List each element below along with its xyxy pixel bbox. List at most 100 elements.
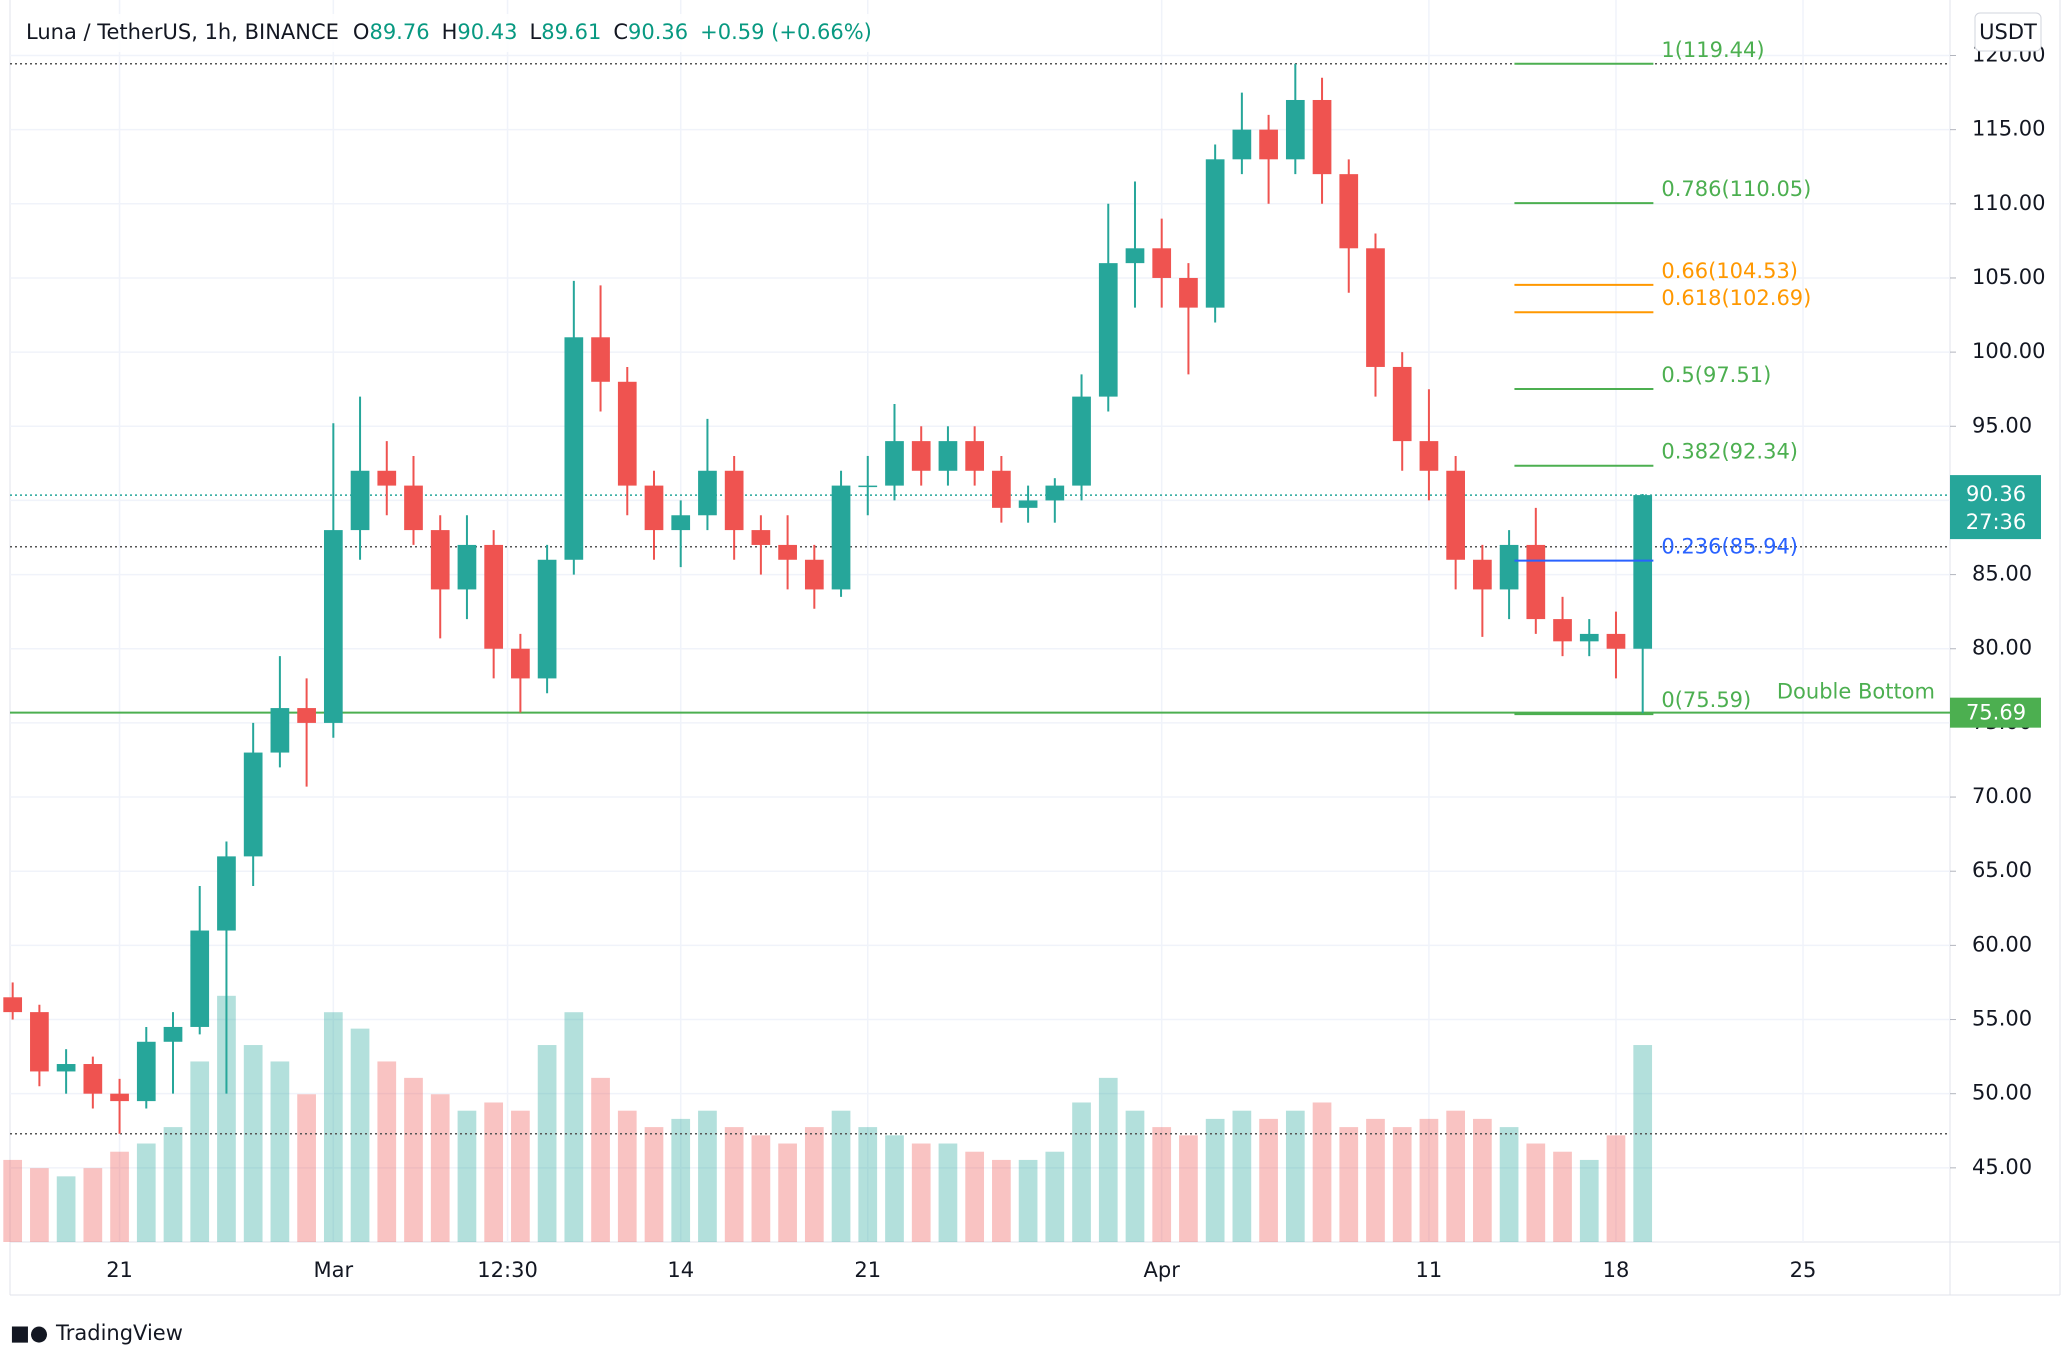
y-tick-label: 45.00 — [1972, 1155, 2032, 1179]
volume-bar — [1339, 1127, 1359, 1242]
volume-bar — [1232, 1110, 1252, 1242]
candle-body — [724, 470, 744, 531]
volume-bar — [1526, 1143, 1546, 1242]
candle-body — [1499, 544, 1519, 590]
candle-body — [1045, 485, 1065, 501]
candle-body — [644, 485, 664, 531]
candle-body — [323, 530, 343, 723]
candle-body — [1446, 470, 1465, 560]
candle-body — [1259, 129, 1278, 160]
volume-bar — [511, 1110, 530, 1242]
symbol: Luna / TetherUS, 1h, BINANCE — [26, 20, 339, 44]
last-price-label: 90.36 — [1966, 482, 2026, 506]
y-tick-label: 95.00 — [1972, 413, 2032, 437]
candle-body — [1633, 495, 1653, 649]
volume-bar — [83, 1168, 103, 1242]
volume-bar — [484, 1102, 504, 1242]
brand-logo-mark: ■● — [10, 1321, 48, 1345]
y-tick-label: 100.00 — [1972, 339, 2045, 363]
ohlc-value: 90.36 — [628, 20, 688, 44]
volume-bar — [1606, 1135, 1626, 1242]
candle-body — [1072, 396, 1091, 486]
currency-button — [1974, 12, 2042, 52]
candle-body — [1285, 99, 1305, 160]
change: +0.59 (+0.66%) — [700, 20, 872, 44]
candle-body — [804, 559, 824, 590]
candle-body — [885, 441, 904, 486]
y-tick-label: 85.00 — [1972, 562, 2032, 586]
volume-bar — [56, 1176, 76, 1242]
x-tick-label: 25 — [1790, 1258, 1817, 1282]
volume-bar — [1152, 1127, 1172, 1242]
candle-body — [858, 485, 878, 488]
candle-body — [110, 1093, 129, 1102]
x-tick-label: Apr — [1144, 1258, 1181, 1282]
candle-body — [56, 1064, 76, 1072]
volume-bar — [644, 1127, 664, 1242]
support-price-label: 75.69 — [1966, 701, 2026, 725]
candle-body — [83, 1064, 103, 1094]
y-tick-label: 65.00 — [1972, 858, 2032, 882]
candle-body — [564, 337, 584, 560]
candle-body — [190, 930, 210, 1027]
y-tick-label: 115.00 — [1972, 117, 2045, 141]
volume-bar — [537, 1045, 557, 1242]
volume-bar — [1098, 1077, 1118, 1242]
ohlc-value: 90.43 — [457, 20, 517, 44]
volume-bar — [30, 1168, 49, 1242]
candle-body — [778, 544, 797, 560]
ohlc-label: H — [442, 20, 458, 44]
fib-label: 0(75.59) — [1661, 688, 1751, 712]
volume-bar — [617, 1110, 637, 1242]
candle-body — [1553, 619, 1572, 642]
volume-bar — [804, 1127, 824, 1242]
volume-bar — [1125, 1110, 1145, 1242]
volume-bar — [163, 1127, 183, 1242]
x-tick-label: 14 — [667, 1258, 694, 1282]
x-tick-label: 21 — [106, 1258, 133, 1282]
candle-body — [831, 485, 851, 590]
volume-bar — [297, 1094, 316, 1242]
currency-label: USDT — [1979, 20, 2037, 44]
candle-body — [591, 337, 610, 382]
volume-bar — [350, 1028, 370, 1242]
volume-bar — [270, 1061, 290, 1242]
ohlc-value: 89.76 — [369, 20, 429, 44]
candle-body — [1232, 129, 1252, 160]
volume-bar — [190, 1061, 210, 1242]
volume-bar — [1419, 1118, 1439, 1242]
candle-body — [992, 470, 1011, 508]
header: Luna / TetherUS, 1h, BINANCE O89.76 H90.43… — [26, 20, 872, 44]
volume-bar — [965, 1151, 985, 1242]
volume-bar — [404, 1077, 423, 1242]
volume-bar — [1499, 1127, 1519, 1242]
candle-body — [136, 1041, 156, 1102]
candle-body — [3, 997, 23, 1013]
candle-body — [1312, 99, 1332, 175]
candle-body — [1018, 500, 1038, 508]
volume-bar — [724, 1127, 744, 1242]
volume-bar — [885, 1135, 904, 1242]
volume-bar — [1473, 1118, 1492, 1242]
volume-bar — [831, 1110, 851, 1242]
x-tick-label: 11 — [1416, 1258, 1443, 1282]
candle-body — [1606, 633, 1626, 649]
y-tick-label: 80.00 — [1972, 636, 2032, 660]
volume-bar — [938, 1143, 958, 1242]
volume-bar — [1446, 1110, 1465, 1242]
candle-body — [671, 515, 691, 531]
volume-bar — [992, 1159, 1011, 1242]
y-tick-label: 70.00 — [1972, 784, 2032, 808]
volume-bar — [911, 1143, 931, 1242]
candle-body — [511, 648, 530, 679]
candle-body — [30, 1012, 49, 1072]
volume-bar — [564, 1012, 584, 1242]
candle-body — [430, 530, 450, 590]
volume-bar — [858, 1127, 878, 1242]
volume-bar — [1553, 1151, 1572, 1242]
candle-body — [484, 544, 504, 649]
header-bg — [14, 14, 884, 52]
support-price-box — [1950, 697, 2041, 728]
candle-body — [1125, 248, 1145, 264]
candle-body — [1179, 277, 1198, 308]
